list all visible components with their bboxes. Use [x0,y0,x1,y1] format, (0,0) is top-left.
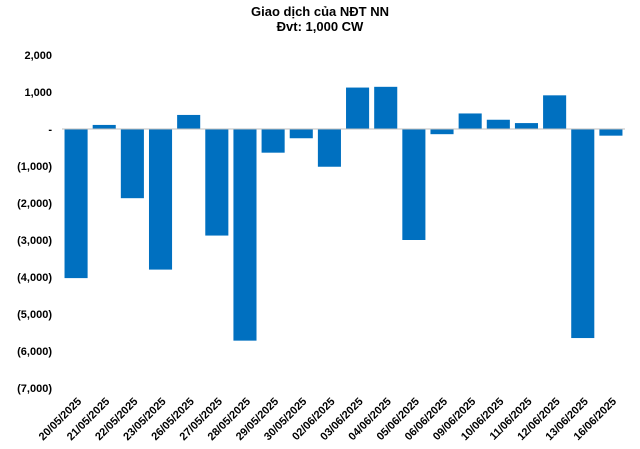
bar [233,129,257,341]
y-tick-label: (1,000) [17,161,52,173]
bars [64,86,623,341]
bar [120,129,144,199]
y-tick-label: (2,000) [17,198,52,210]
bar [148,129,173,270]
y-tick-label: (4,000) [17,272,52,284]
y-tick-label: (5,000) [17,309,52,321]
bar [177,114,201,129]
chart-subtitle: Đvt: 1,000 CW [276,19,364,34]
bar [64,129,88,279]
bar [374,86,398,129]
y-tick-label: (3,000) [17,235,52,247]
bar [402,129,426,240]
y-tick-label: (6,000) [17,346,52,358]
bar [261,129,285,153]
bar [92,124,116,129]
y-tick-label: - [48,124,52,136]
y-tick-label: (7,000) [17,383,52,395]
y-tick-label: 2,000 [24,50,52,62]
bar [458,113,482,129]
bar [571,129,595,339]
bar [486,119,510,129]
bar [599,129,623,136]
bar [543,95,567,129]
bar [346,87,370,129]
bar [430,129,454,135]
x-axis-labels: 20/05/202521/05/202522/05/202523/05/2025… [37,396,619,443]
bar [205,129,229,236]
bar [317,129,341,167]
chart-title: Giao dịch của NĐT NN [251,4,389,19]
bar [514,123,539,129]
y-axis-labels: 2,000 1,000 - (1,000) (2,000) (3,000) (4,000) (… [17,50,52,395]
bar [289,129,313,139]
y-tick-label: 1,000 [24,87,52,99]
